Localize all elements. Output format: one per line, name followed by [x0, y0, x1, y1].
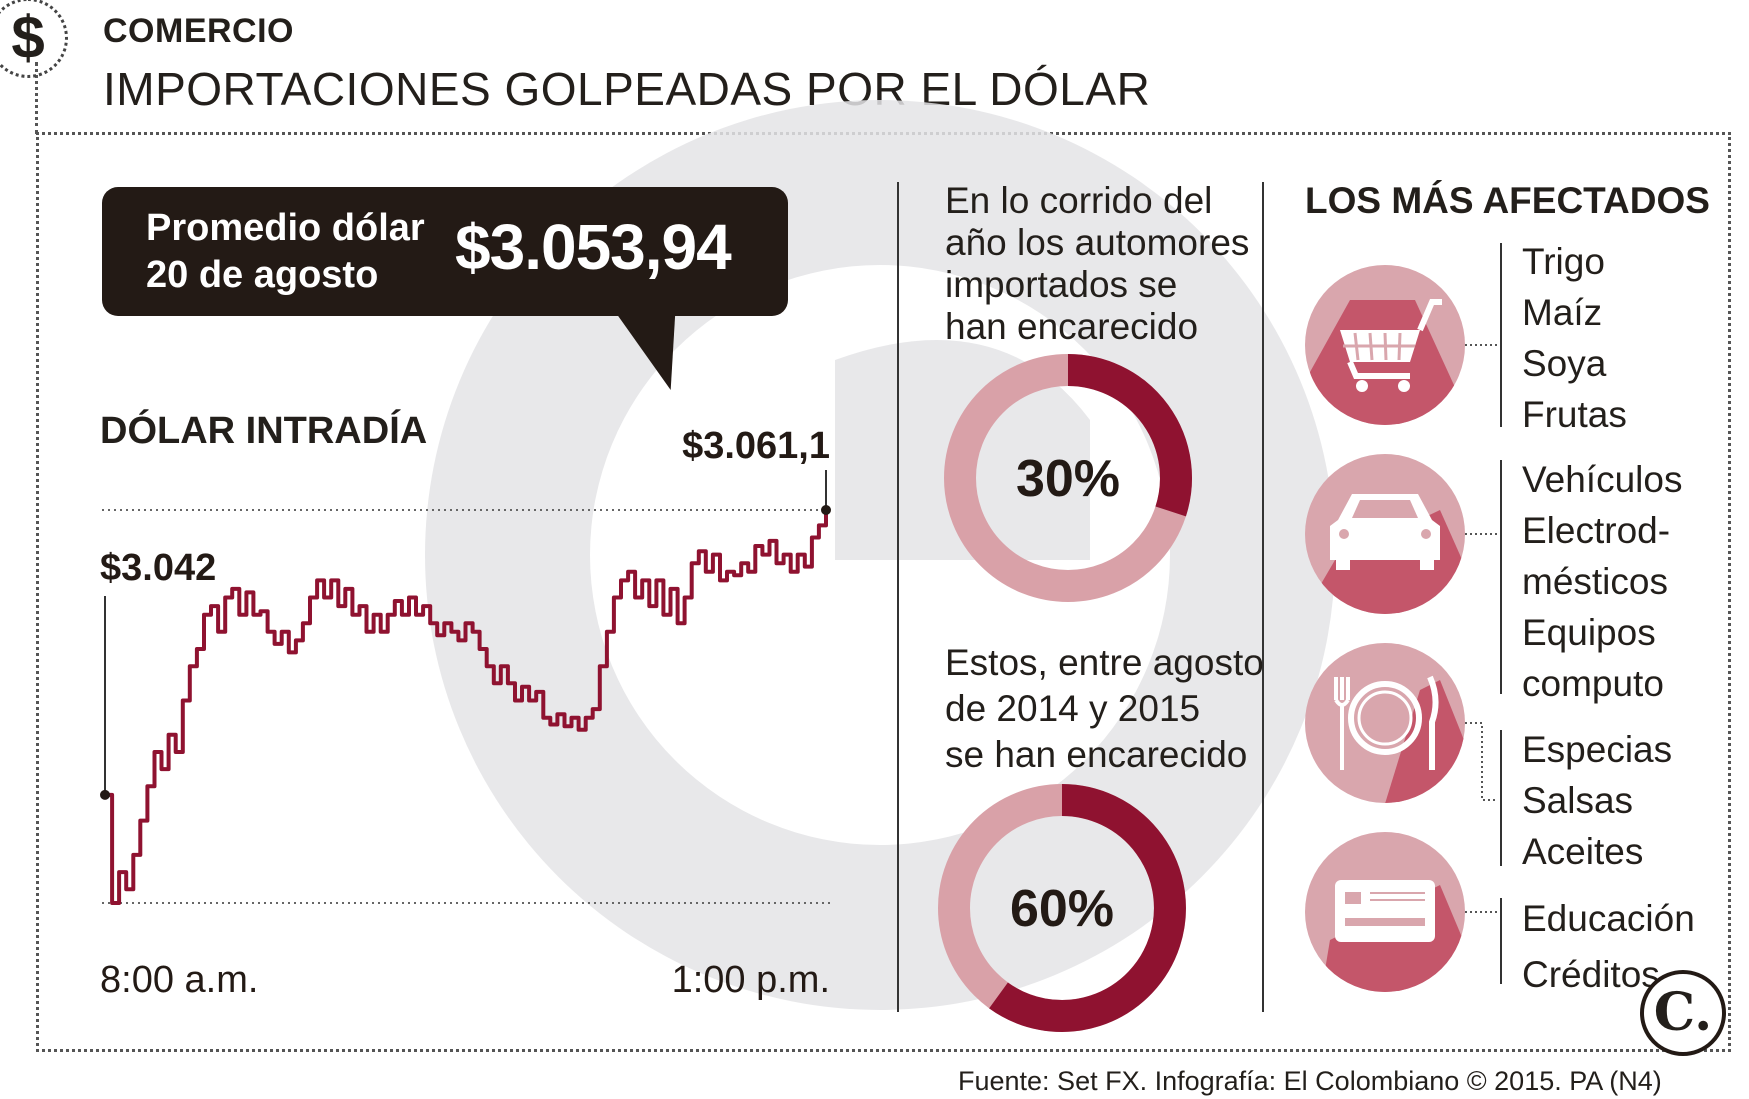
group-bar — [1500, 730, 1502, 866]
affected-group-goods: Vehículos Electrod- mésticos Equipos com… — [1522, 454, 1682, 709]
annotation-open-value: $3.042 — [100, 547, 216, 589]
stat-text: En lo corrido del año los automores impo… — [945, 180, 1250, 347]
end-point — [821, 505, 831, 515]
group-connectors — [1465, 344, 1498, 913]
source-credit: Fuente: Set FX. Infografía: El Colombian… — [958, 1066, 1662, 1096]
el-colombiano-logo — [1640, 970, 1726, 1056]
x-tick-label: 8:00 a.m. — [100, 959, 258, 1001]
list-item: Créditos — [1522, 954, 1660, 995]
series-line — [105, 510, 828, 905]
ring-chart-60: 60% — [938, 784, 1186, 1032]
affected-group-condiments: Especias Salsas Aceites — [1522, 724, 1672, 877]
column-divider — [1262, 182, 1264, 1012]
group-bar — [1500, 460, 1502, 694]
list-item: Aceites — [1522, 831, 1644, 872]
affected-group-services: Educación Créditos — [1522, 891, 1695, 1003]
plate-cutlery-icon — [1305, 643, 1465, 803]
list-item: Educación — [1522, 898, 1695, 939]
callout-label: Promedio dólar 20 de agosto — [146, 207, 425, 296]
x-tick-label: 1:00 p.m. — [672, 959, 830, 1001]
list-item: Trigo — [1522, 241, 1605, 282]
list-item: Salsas — [1522, 780, 1634, 821]
column-divider — [897, 182, 899, 1012]
logo-letter: C. — [1653, 982, 1713, 1043]
list-item: Vehículos — [1522, 459, 1683, 500]
list-item: Maíz — [1522, 292, 1603, 333]
list-item: Especias — [1522, 729, 1673, 770]
section-label: COMERCIO — [103, 12, 294, 50]
stat-text: Estos, entre agosto de 2014 y 2015 se ha… — [945, 642, 1264, 775]
list-item: Electrod- — [1522, 510, 1671, 551]
left-dotted-line — [35, 62, 38, 134]
annotation-high-value: $3.061,1 — [682, 425, 830, 467]
credit-card-icon — [1305, 832, 1465, 992]
list-item: Frutas — [1522, 394, 1627, 435]
dollar-icon-circle — [0, 0, 68, 78]
affected-title: LOS MÁS AFECTADOS — [1305, 180, 1710, 221]
car-icon — [1305, 454, 1465, 614]
list-item: computo — [1522, 663, 1664, 704]
page-title: IMPORTACIONES GOLPEADAS POR EL DÓLAR — [103, 63, 1151, 115]
list-item: mésticos — [1522, 561, 1668, 602]
list-item: Equipos — [1522, 612, 1656, 653]
ring-label: 30% — [1016, 450, 1120, 508]
affected-group-food: Trigo Maíz Soya Frutas — [1522, 236, 1627, 440]
callout-value: $3.053,94 — [455, 211, 732, 283]
average-callout — [102, 187, 788, 316]
group-bar — [1500, 243, 1502, 427]
dollar-icon: $ — [11, 4, 45, 71]
shopping-cart-icon — [1305, 265, 1465, 425]
chart-title: DÓLAR INTRADÍA — [100, 410, 428, 452]
list-item: Soya — [1522, 343, 1607, 384]
ring-value-arc — [1067, 354, 1192, 517]
ring-label: 60% — [1010, 880, 1114, 938]
start-point — [100, 789, 110, 800]
ring-value-arc — [989, 784, 1186, 1032]
ring-chart-30: 30% — [944, 354, 1192, 602]
group-bar — [1500, 898, 1502, 984]
